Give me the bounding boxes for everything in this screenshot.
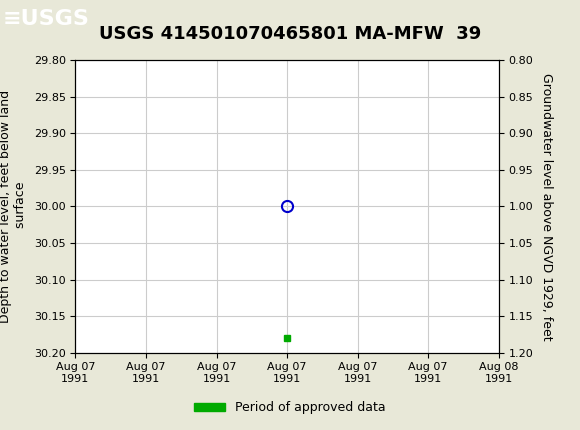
Text: USGS 414501070465801 MA-MFW  39: USGS 414501070465801 MA-MFW 39	[99, 25, 481, 43]
Legend: Period of approved data: Period of approved data	[189, 396, 391, 419]
Y-axis label: Groundwater level above NGVD 1929, feet: Groundwater level above NGVD 1929, feet	[540, 73, 553, 340]
Y-axis label: Depth to water level, feet below land
 surface: Depth to water level, feet below land su…	[0, 90, 27, 323]
Text: ≡USGS: ≡USGS	[3, 9, 90, 29]
